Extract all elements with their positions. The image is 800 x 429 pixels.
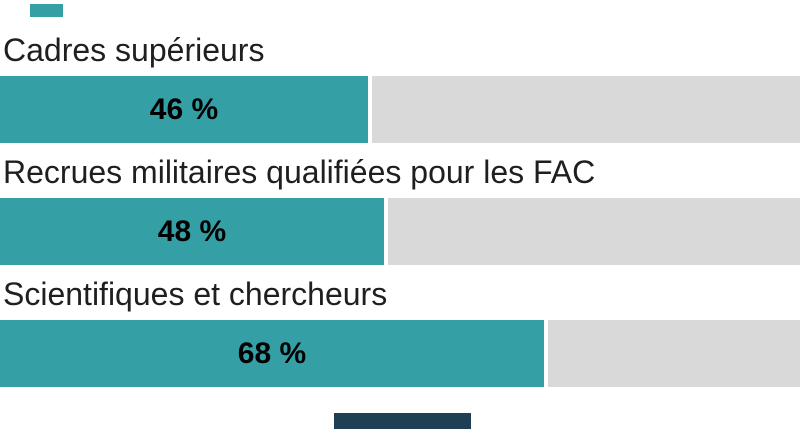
category-label: Recrues militaires qualifiées pour les F… (3, 154, 596, 190)
bar-group: Recrues militaires qualifiées pour les F… (0, 152, 800, 265)
category-label: Cadres supérieurs (3, 32, 265, 68)
category-label: Scientifiques et chercheurs (3, 276, 388, 312)
bar-fill: 48 % (0, 198, 388, 265)
bar-value-label: 68 % (237, 336, 307, 370)
footer-accent-bar (334, 413, 471, 429)
bar-fill: 68 % (0, 320, 548, 387)
bar-value-label: 46 % (149, 92, 219, 126)
bar-fill: 46 % (0, 76, 372, 143)
bar-group: Cadres supérieurs 46 % (0, 30, 800, 143)
bar-chart: Cadres supérieurs 46 % Recrues militaire… (0, 30, 800, 396)
bar-track: 46 % (0, 76, 800, 143)
top-accent-mark (30, 4, 63, 17)
bar-group: Scientifiques et chercheurs 68 % (0, 274, 800, 387)
bar-value-label: 48 % (157, 214, 227, 248)
bar-track: 68 % (0, 320, 800, 387)
bar-track: 48 % (0, 198, 800, 265)
